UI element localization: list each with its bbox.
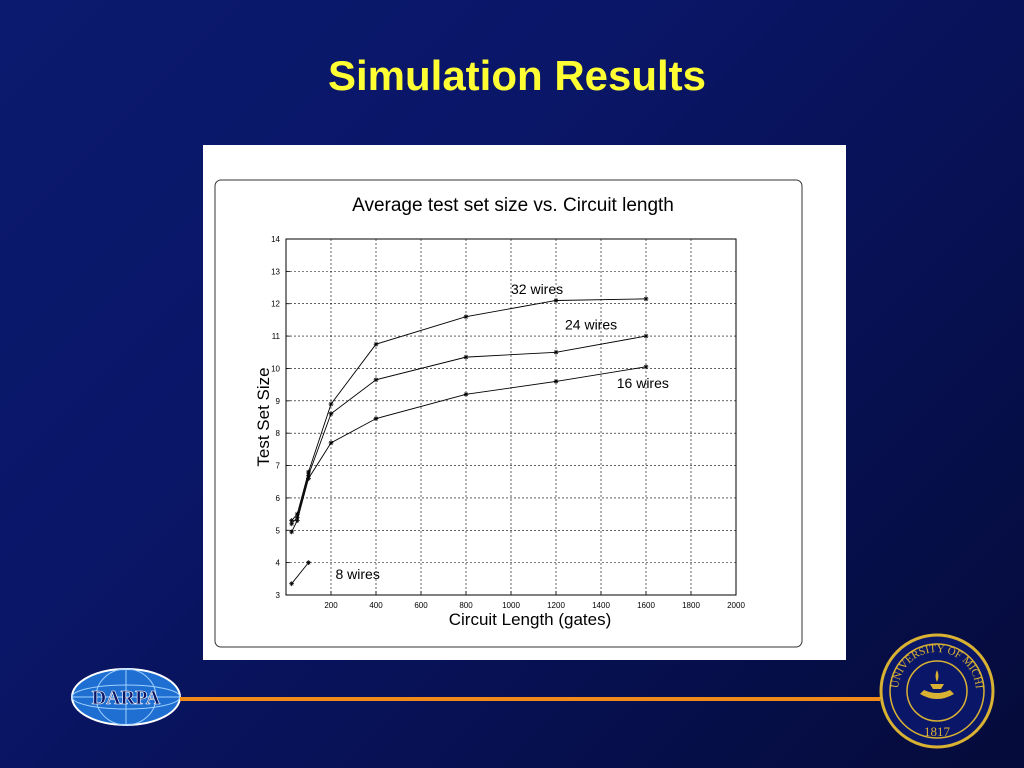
chart-title: Average test set size vs. Circuit length — [352, 195, 674, 216]
chart-svg: Average test set size vs. Circuit length… — [214, 179, 803, 648]
data-point-marker — [294, 518, 300, 523]
chart-figure: Average test set size vs. Circuit length… — [203, 145, 846, 660]
series-line — [291, 298, 647, 521]
darpa-logo-text: DARPA — [92, 687, 161, 709]
data-point-marker — [328, 440, 334, 446]
x-tick-label: 600 — [414, 601, 428, 610]
data-point-marker — [373, 341, 379, 347]
chart-border — [214, 179, 803, 648]
data-point-marker — [289, 581, 295, 587]
series-line — [291, 562, 309, 584]
series-layer — [289, 296, 649, 587]
x-tick-label: 1800 — [682, 601, 700, 610]
y-tick-label: 12 — [271, 300, 280, 309]
seal-year: 1817 — [924, 724, 951, 739]
data-point-marker — [306, 560, 311, 566]
x-tick-label: 400 — [369, 601, 383, 610]
x-tick-label: 200 — [324, 601, 338, 610]
y-tick-label: 9 — [276, 397, 281, 406]
y-tick-label: 7 — [276, 462, 281, 471]
data-point-marker — [306, 476, 311, 481]
data-point-marker — [643, 333, 649, 339]
series-annotation: 8 wires — [336, 566, 380, 582]
y-tick-label: 11 — [272, 332, 281, 341]
y-tick-label: 10 — [271, 364, 280, 373]
series-line — [291, 366, 647, 533]
data-point-marker — [289, 518, 295, 523]
data-point-marker — [463, 354, 469, 360]
y-tick-label: 8 — [276, 429, 281, 438]
x-tick-label: 1400 — [592, 601, 610, 610]
series-annotation: 16 wires — [617, 375, 669, 391]
data-point-marker — [373, 416, 379, 422]
data-point-marker — [643, 364, 649, 370]
data-point-marker — [553, 349, 559, 355]
darpa-logo: DARPA — [71, 668, 181, 726]
data-point-marker — [553, 298, 559, 303]
data-point-marker — [328, 401, 334, 407]
y-tick-label: 5 — [276, 526, 281, 535]
x-tick-label: 1200 — [547, 601, 565, 610]
data-point-marker — [289, 521, 295, 527]
y-tick-label: 14 — [271, 235, 280, 244]
series-annotation: 32 wires — [511, 281, 563, 297]
x-tick-label: 1600 — [637, 601, 655, 610]
data-point-marker — [373, 377, 379, 383]
data-point-marker — [553, 379, 559, 384]
slide-title: Simulation Results — [327, 52, 707, 99]
y-tick-label: 3 — [276, 591, 281, 600]
grid-layer — [286, 238, 737, 596]
series-line — [291, 335, 647, 525]
data-point-marker — [289, 529, 295, 535]
footer-rule — [180, 697, 880, 701]
x-tick-label: 1000 — [502, 601, 520, 610]
tick-layer: 200 400 600 800 1000 1200 1400 1600 1800 2000 3 4 5 6… — [271, 235, 745, 610]
x-tick-label: 800 — [459, 601, 473, 610]
data-point-marker — [328, 411, 334, 417]
y-axis-label: Test Set Size — [254, 367, 273, 466]
x-axis-label: Circuit Length (gates) — [449, 610, 612, 629]
x-tick-label: 2000 — [727, 601, 745, 610]
y-tick-label: 4 — [276, 559, 281, 568]
annotation-layer: 32 wires 24 wires 16 wires 8 wires — [336, 281, 669, 582]
data-point-marker — [463, 314, 469, 320]
y-tick-label: 6 — [276, 494, 281, 503]
university-seal: THE UNIVERSITY OF MICHIGAN 1817 — [878, 632, 995, 749]
data-point-marker — [643, 296, 649, 302]
series-annotation: 24 wires — [565, 317, 617, 333]
data-point-marker — [463, 391, 469, 397]
y-tick-label: 13 — [271, 267, 280, 276]
